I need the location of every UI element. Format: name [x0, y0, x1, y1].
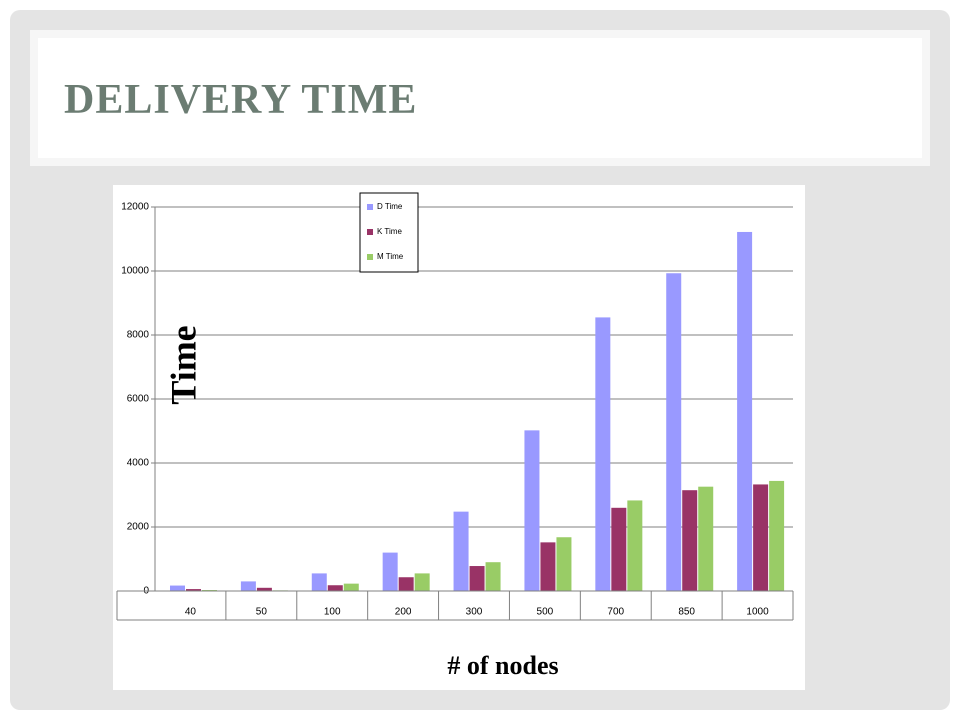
legend-label: M Time	[377, 252, 404, 261]
bar	[240, 581, 256, 591]
bar	[382, 552, 398, 591]
legend-label: D Time	[377, 202, 403, 211]
x-tick-label: 1000	[746, 607, 769, 618]
bar	[753, 484, 769, 591]
y-tick-label: 4000	[127, 458, 150, 469]
x-tick-label: 200	[395, 607, 412, 618]
legend-label: K Time	[377, 227, 402, 236]
slide-title: DELIVERY TIME	[64, 77, 418, 123]
bar	[698, 486, 714, 591]
y-tick-label: 2000	[127, 522, 150, 533]
bar	[186, 589, 201, 591]
y-tick-label: 8000	[127, 330, 150, 341]
bar	[453, 511, 469, 591]
bar	[627, 500, 643, 591]
bar	[769, 480, 785, 591]
bar	[469, 566, 485, 591]
y-tick-label: 6000	[127, 394, 150, 405]
bar	[311, 573, 327, 591]
bar	[611, 507, 627, 591]
bar	[327, 585, 343, 591]
x-axis-title: # of nodes	[447, 651, 558, 680]
bar	[666, 273, 682, 591]
chart-background	[113, 185, 805, 690]
x-tick-label: 300	[466, 607, 483, 618]
title-box: DELIVERY TIME	[30, 30, 930, 166]
y-tick-label: 10000	[121, 266, 149, 277]
legend-swatch	[367, 229, 373, 235]
legend-swatch	[367, 254, 373, 260]
x-tick-label: 100	[324, 607, 341, 618]
bar	[556, 537, 572, 591]
bar	[256, 587, 272, 591]
y-axis-title: Time	[163, 325, 203, 404]
bar	[343, 583, 359, 591]
bar	[682, 490, 698, 591]
legend-swatch	[367, 204, 373, 210]
x-tick-label: 40	[185, 607, 197, 618]
bar	[540, 542, 556, 591]
bar	[737, 231, 753, 591]
bar	[398, 577, 414, 591]
bar	[595, 317, 611, 591]
x-tick-label: 700	[607, 607, 624, 618]
x-tick-label: 500	[537, 607, 554, 618]
y-tick-label: 12000	[121, 202, 149, 213]
x-tick-label: 50	[256, 607, 268, 618]
bar	[524, 430, 540, 591]
x-tick-label: 850	[678, 607, 695, 618]
bar	[414, 573, 430, 591]
bar	[485, 562, 501, 591]
bar	[170, 585, 185, 591]
